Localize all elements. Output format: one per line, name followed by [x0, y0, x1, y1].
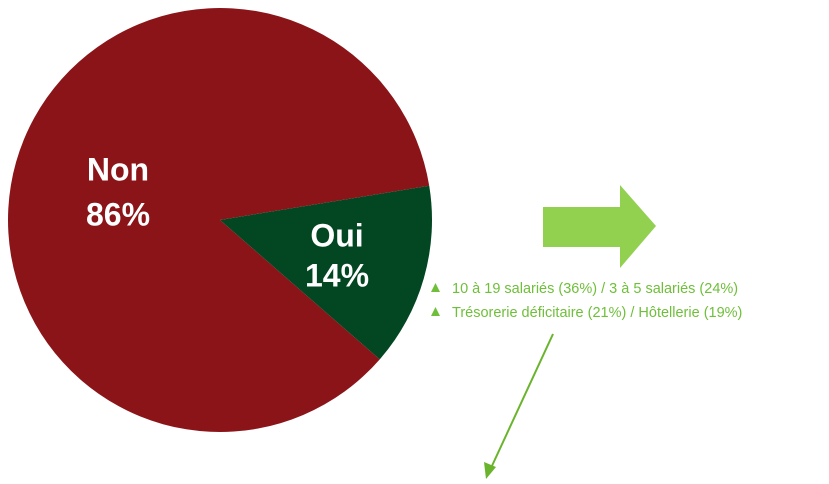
- slice-label: Oui: [310, 217, 363, 253]
- slice-value-label: 86%: [86, 196, 150, 232]
- arrow-line: [490, 333, 554, 469]
- pie-slice: [8, 7, 430, 433]
- slice-label: Non: [87, 151, 149, 187]
- annotation: 10 à 19 salariés (36%) / 3 à 5 salariés …: [452, 281, 738, 297]
- annotation: Trésorerie déficitaire (21%) / Hôtelleri…: [452, 305, 742, 321]
- slice-value-label: 14%: [305, 257, 369, 293]
- pie-slice: [220, 185, 432, 360]
- arrow-head: [484, 462, 496, 479]
- bullet: [431, 283, 440, 292]
- pie: [8, 7, 432, 433]
- block-arrow: [543, 185, 656, 268]
- bullet: [431, 307, 440, 316]
